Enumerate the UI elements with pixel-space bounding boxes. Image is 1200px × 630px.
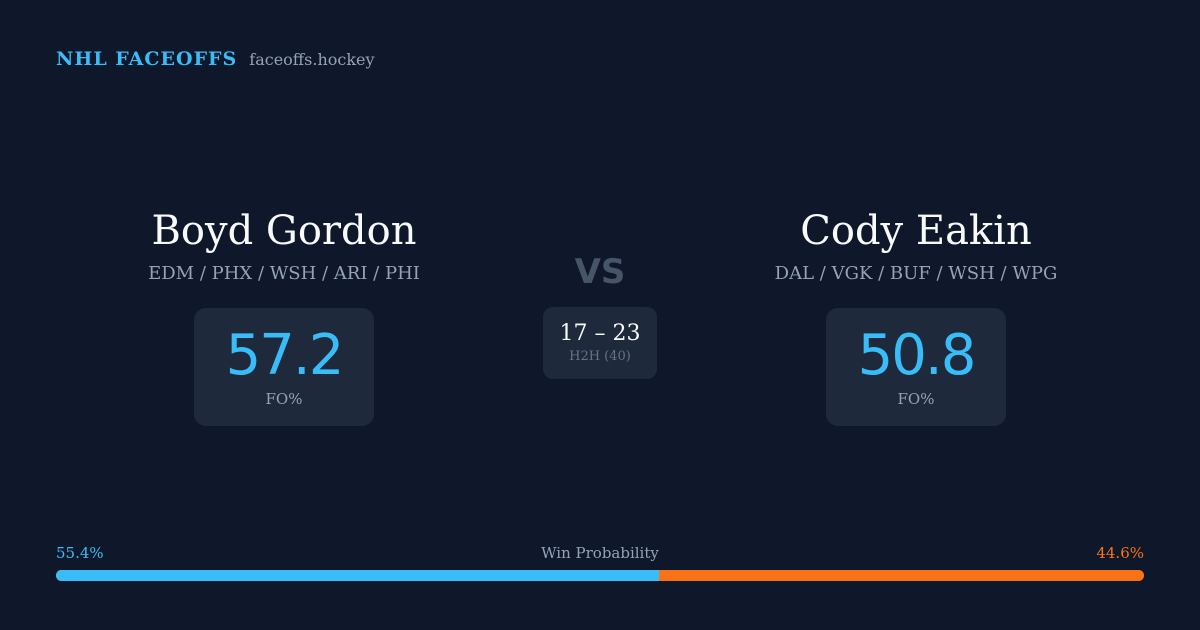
brand-name: NHL FACEOFFS xyxy=(56,48,238,70)
player-right: Cody Eakin DAL / VGK / BUF / WSH / WPG 5… xyxy=(706,206,1126,426)
player-right-stat-card: 50.8 FO% xyxy=(825,308,1007,426)
brand-domain: faceoffs.hockey xyxy=(249,50,375,69)
player-right-fo-value: 50.8 xyxy=(857,323,977,388)
vs-label: VS xyxy=(574,252,626,292)
h2h-score: 17 – 23 xyxy=(559,321,641,346)
player-right-fo-label: FO% xyxy=(897,390,935,408)
player-left-name: Boyd Gordon xyxy=(151,208,417,254)
win-probability-right: 44.6% xyxy=(1096,544,1144,562)
player-right-teams: DAL / VGK / BUF / WSH / WPG xyxy=(774,263,1058,284)
matchup: VS 17 – 23 H2H (40) xyxy=(500,250,700,379)
h2h-label: H2H (40) xyxy=(569,349,631,364)
win-probability-bar xyxy=(56,570,1144,581)
h2h-card: 17 – 23 H2H (40) xyxy=(543,307,657,379)
win-probability-bar-left xyxy=(56,570,659,581)
player-left-fo-value: 57.2 xyxy=(225,323,345,388)
player-right-name: Cody Eakin xyxy=(800,208,1032,254)
player-left-stat-card: 57.2 FO% xyxy=(193,308,375,426)
player-left-teams: EDM / PHX / WSH / ARI / PHI xyxy=(148,263,420,284)
player-left-fo-label: FO% xyxy=(265,390,303,408)
win-probability-left: 55.4% xyxy=(56,544,104,562)
win-probability-title: Win Probability xyxy=(541,544,659,562)
player-left: Boyd Gordon EDM / PHX / WSH / ARI / PHI … xyxy=(74,206,494,426)
win-probability-bar-right xyxy=(658,570,1144,581)
brand: NHL FACEOFFS faceoffs.hockey xyxy=(56,48,375,72)
